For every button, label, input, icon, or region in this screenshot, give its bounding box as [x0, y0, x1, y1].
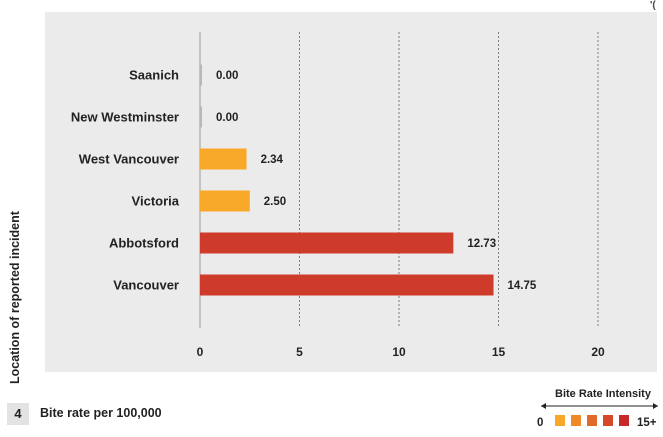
category-label: West Vancouver [79, 152, 179, 167]
legend-arrow-left-icon [541, 403, 546, 409]
x-tick-label: 0 [197, 345, 204, 359]
legend-swatch [619, 415, 629, 426]
legend-min-label: 0 [537, 417, 543, 429]
value-label: 0.00 [216, 70, 238, 82]
legend-swatch [571, 415, 581, 426]
legend-arrow-right-icon [653, 403, 658, 409]
category-label: Saanich [129, 68, 179, 83]
legend-swatch [555, 415, 565, 426]
category-label: Vancouver [113, 278, 179, 293]
legend-max-label: 15+ [637, 417, 657, 429]
figure-number-badge: 4 [7, 403, 29, 425]
x-tick-label: 10 [392, 345, 406, 359]
bars [200, 64, 494, 296]
value-label: 12.73 [467, 238, 496, 250]
x-tick-label: 15 [492, 345, 506, 359]
bar-west-vancouver [200, 148, 247, 170]
y-axis-label: Location of reported incident [8, 210, 22, 384]
category-label: Victoria [132, 194, 180, 209]
value-label: 14.75 [508, 280, 537, 292]
value-label: 2.34 [261, 154, 284, 166]
corner-mark: '( [650, 0, 656, 11]
labels: Saanich 0.00 New Westminster 0.00 West Vanco… [71, 68, 537, 293]
x-ticks: 0 5 10 15 20 [197, 345, 605, 359]
legend-swatch [603, 415, 613, 426]
bar-abbotsford [200, 232, 454, 254]
bar-vancouver [200, 274, 494, 296]
x-tick-label: 20 [591, 345, 605, 359]
bar-saanich [200, 64, 202, 86]
legend-title: Bite Rate Intensity [555, 388, 651, 400]
category-label: New Westminster [71, 110, 179, 125]
x-axis-label: Bite rate per 100,000 [40, 406, 162, 420]
legend: 0 15+ [537, 403, 658, 429]
bar-victoria [200, 190, 250, 212]
x-tick-label: 5 [296, 345, 303, 359]
category-label: Abbotsford [109, 236, 179, 251]
legend-swatch [587, 415, 597, 426]
plot-background [45, 12, 657, 372]
value-label: 0.00 [216, 112, 238, 124]
value-label: 2.50 [264, 196, 286, 208]
bar-new-westminster [200, 106, 202, 128]
